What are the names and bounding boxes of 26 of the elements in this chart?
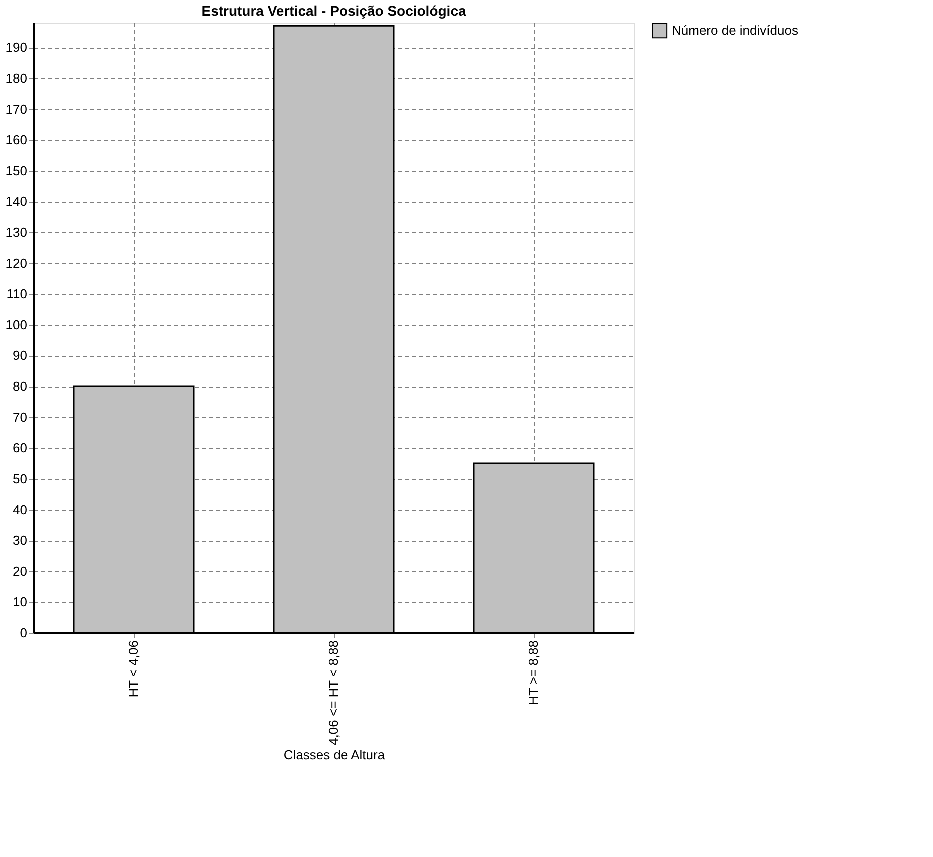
y-tick-label: 20 [13,564,28,579]
y-tick-label: 40 [13,502,28,518]
legend-label: Número de indivíduos [672,23,799,38]
y-tick-label: 170 [6,102,28,117]
y-tick-label: 150 [6,163,28,178]
y-tick-label: 50 [13,471,28,486]
y-tick-label: 70 [13,410,28,425]
y-tick-label: 30 [13,533,28,548]
y-tick-label: 180 [6,70,28,86]
x-tick-label: HT >= 8,88 [526,640,541,706]
y-tick-label: 130 [6,224,28,240]
x-tick-label: 4,06 <= HT < 8,88 [326,640,341,746]
y-tick-label: 80 [13,379,28,394]
y-tick-label: 110 [6,286,28,302]
y-tick-label: 10 [13,594,28,610]
y-tick-label: 100 [6,317,28,332]
y-tick-label: 60 [13,440,28,456]
y-tick-label: 90 [13,348,28,364]
y-tick-label: 120 [6,256,28,271]
y-tick-label: 190 [6,40,28,56]
chart-title: Estrutura Vertical - Posição Sociológica [202,3,466,19]
y-tick-label: 140 [6,194,28,210]
y-tick-label: 160 [6,132,28,148]
x-axis-title: Classes de Altura [284,748,386,763]
x-tick-label: HT < 4,06 [126,640,141,698]
y-tick-label: 0 [20,626,28,640]
